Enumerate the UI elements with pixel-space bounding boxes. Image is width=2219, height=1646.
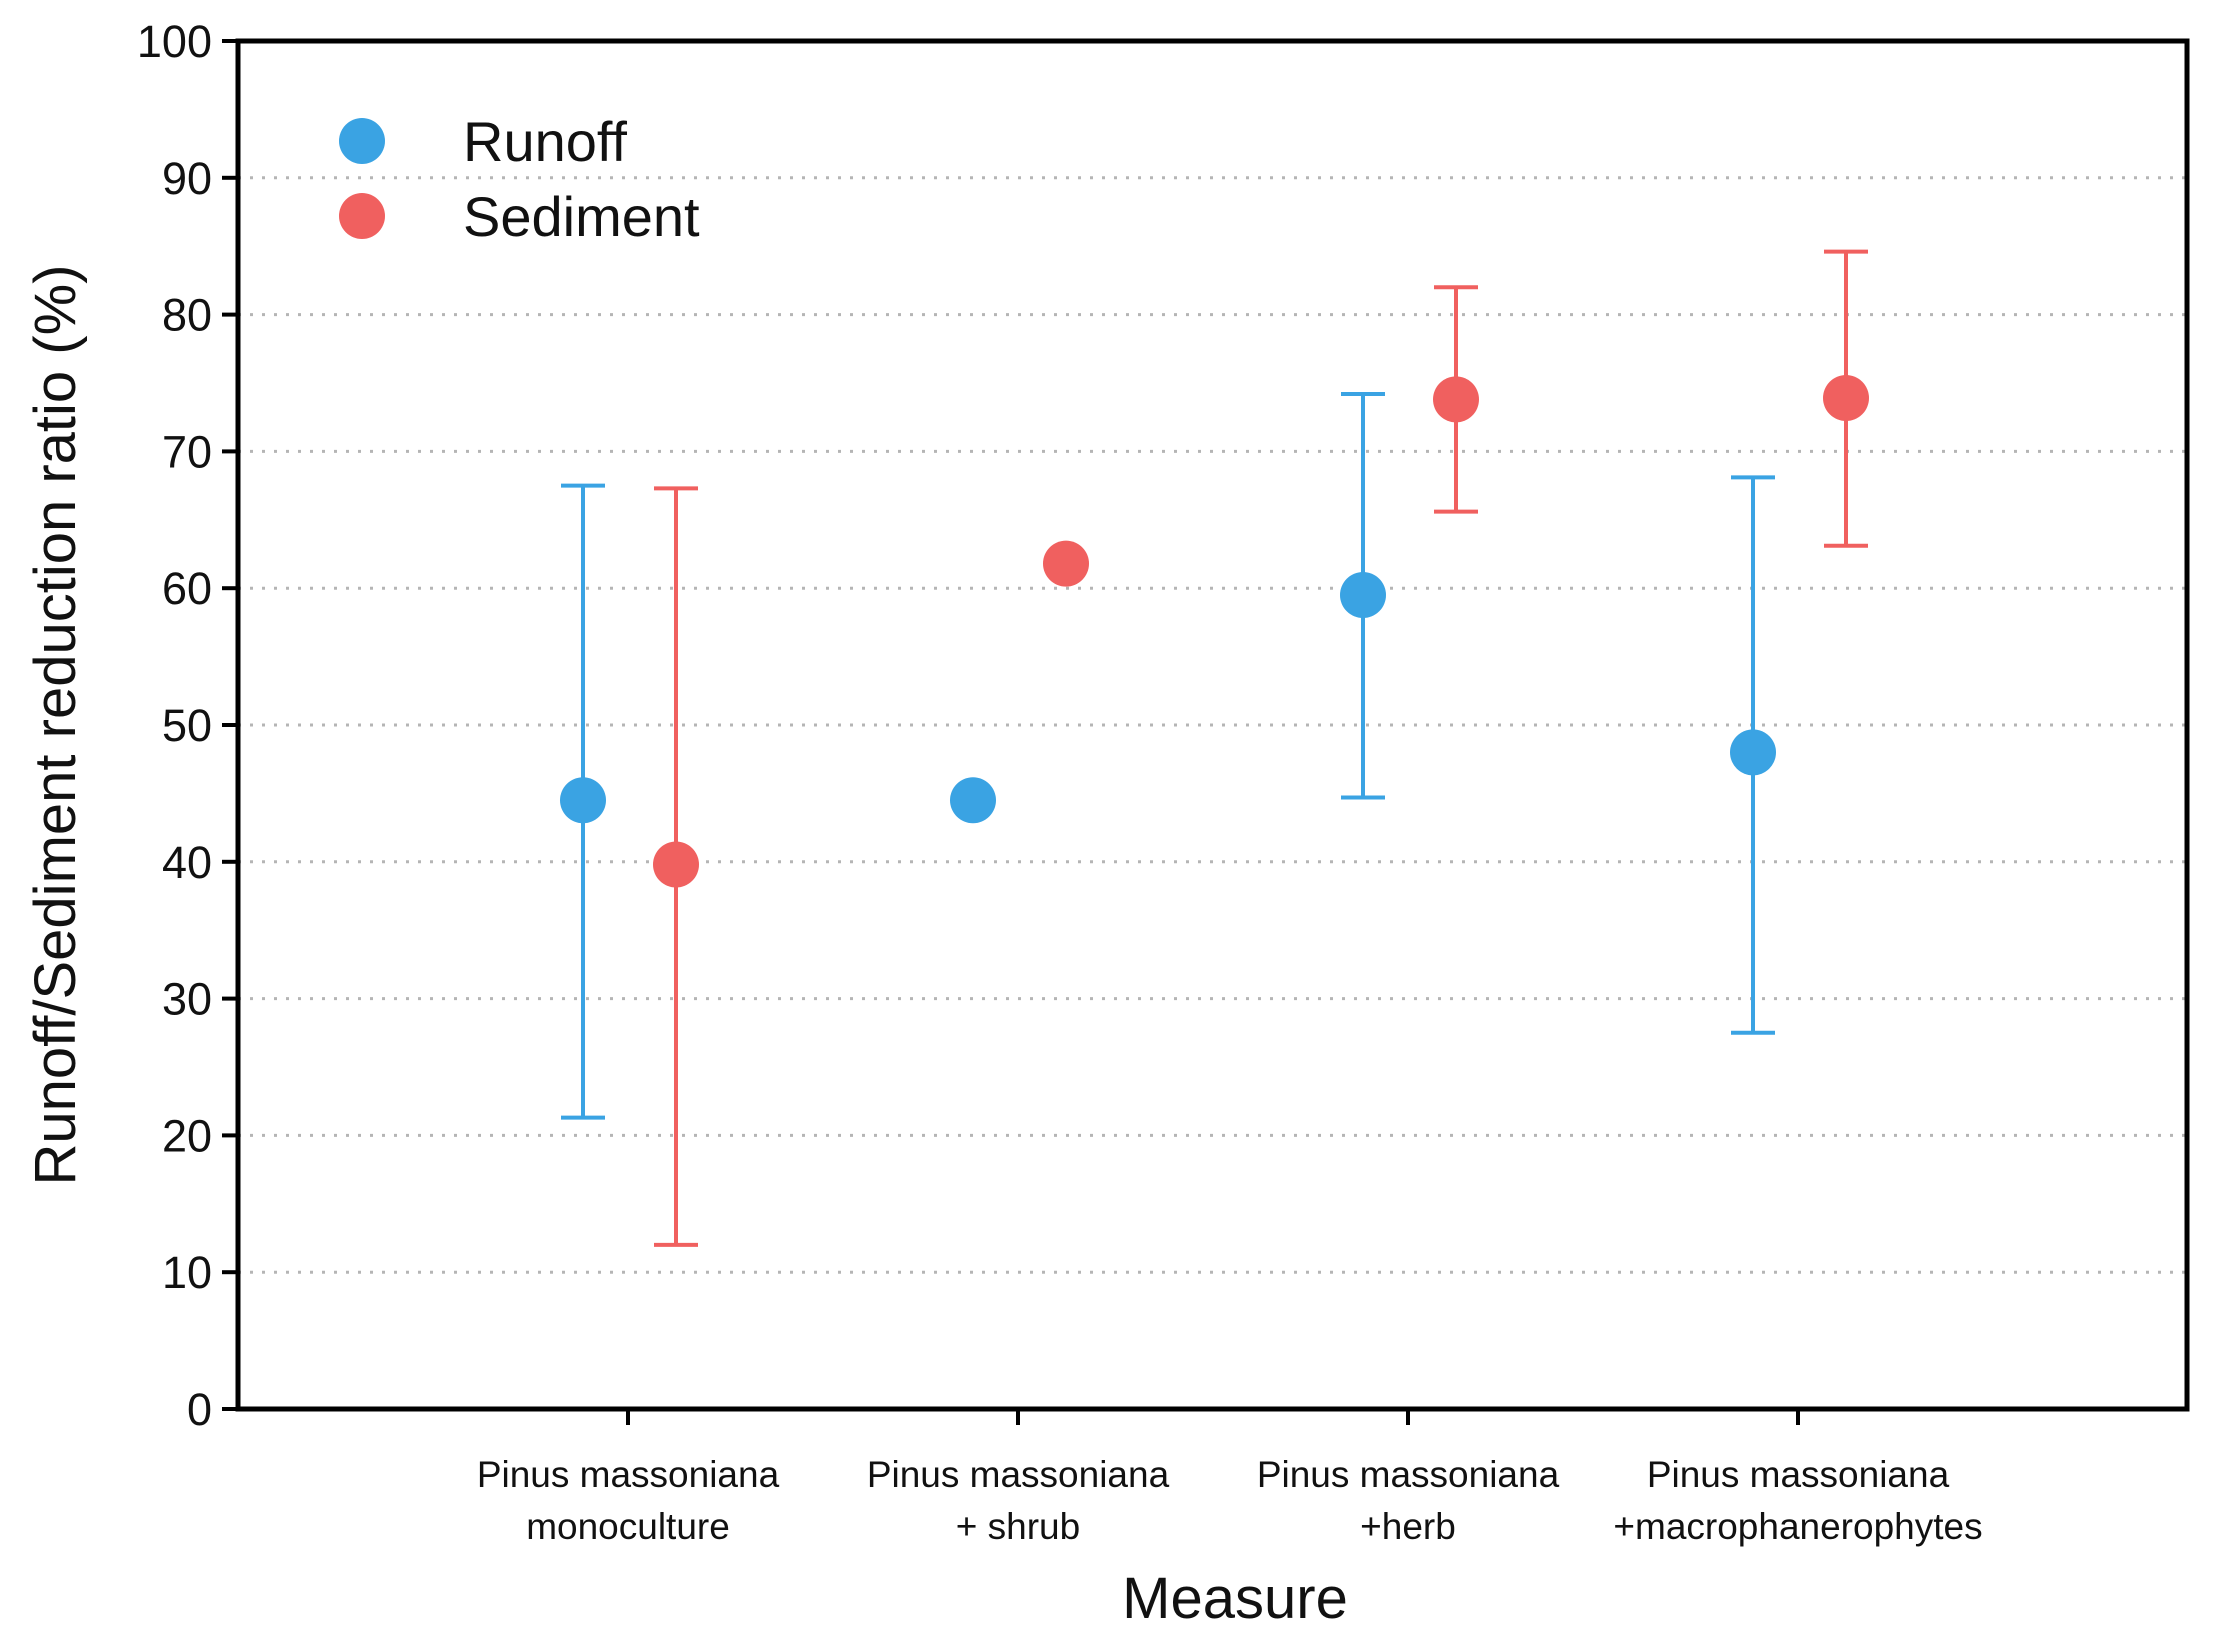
y-tick-label: 60 [162, 563, 212, 614]
legend-marker-runoff [339, 118, 385, 164]
data-point-sediment [653, 841, 699, 888]
data-point-sediment [1823, 375, 1869, 422]
axes: 0 10 20 30 40 50 60 70 80 90 100 Pinus massoniana mo… [137, 16, 1983, 1547]
y-tick-label: 20 [162, 1110, 212, 1161]
legend-label-sediment: Sediment [463, 185, 700, 248]
gridlines [238, 176, 2187, 1274]
y-axis-title: Runoff/Sediment reduction ratio (%) [23, 265, 88, 1186]
y-tick-label: 10 [162, 1247, 212, 1298]
x-tick-label: +macrophanerophytes [1613, 1506, 1982, 1547]
data-point-runoff [950, 777, 996, 824]
y-tick-label: 100 [137, 16, 212, 67]
y-tick-label: 90 [162, 153, 212, 204]
x-tick-label: Pinus massoniana [1257, 1454, 1560, 1495]
data-point-runoff [560, 777, 606, 824]
data-point-sediment [1433, 376, 1479, 423]
y-tick-label: 50 [162, 700, 212, 751]
legend-marker-sediment [339, 193, 385, 239]
y-tick-label: 80 [162, 290, 212, 341]
x-tick-label: monoculture [526, 1506, 730, 1547]
y-tick-label: 30 [162, 974, 212, 1025]
data-points [560, 375, 1869, 888]
y-tick-label: 70 [162, 426, 212, 477]
x-tick-label: + shrub [956, 1506, 1080, 1547]
error-bars [561, 249, 1868, 1247]
y-tick-label: 40 [162, 837, 212, 888]
data-point-runoff [1730, 729, 1776, 776]
y-tick-label: 0 [187, 1384, 212, 1435]
legend: Runoff Sediment [339, 110, 700, 248]
legend-label-runoff: Runoff [463, 110, 627, 173]
x-tick-label: Pinus massoniana [867, 1454, 1170, 1495]
x-tick-label: Pinus massoniana [1647, 1454, 1950, 1495]
x-tick-label: +herb [1360, 1506, 1456, 1547]
x-axis-title: Measure [1122, 1566, 1348, 1631]
data-point-sediment [1043, 540, 1089, 587]
x-tick-label: Pinus massoniana [477, 1454, 780, 1495]
data-point-runoff [1340, 572, 1386, 619]
